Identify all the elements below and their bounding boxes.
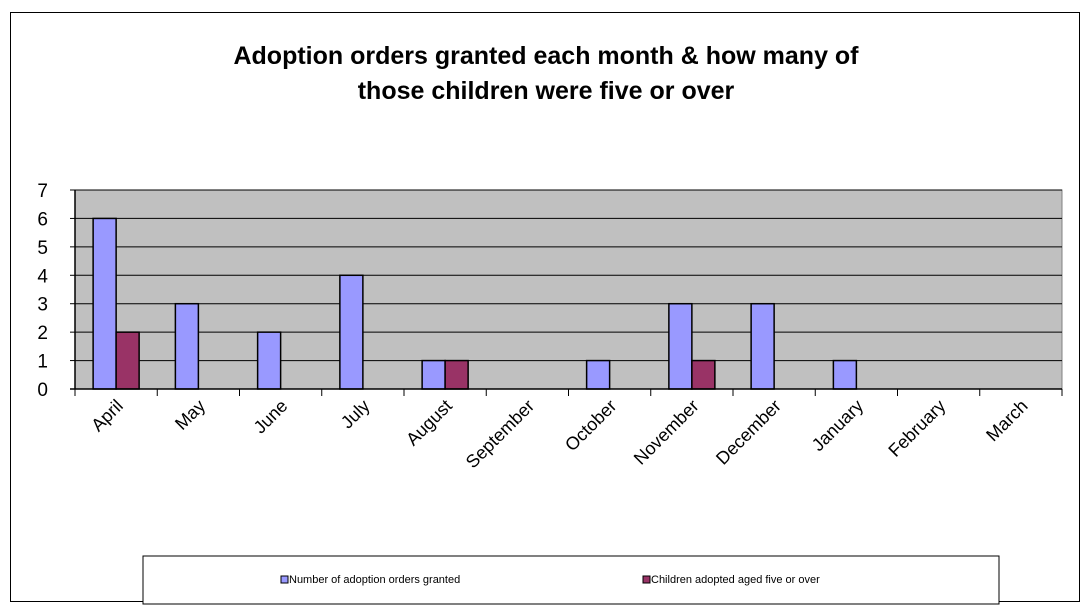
y-tick-label: 4 — [37, 266, 48, 287]
y-tick-label: 3 — [37, 295, 48, 316]
y-tick-label: 5 — [37, 238, 48, 259]
x-axis-tick-labels: April May June July August September October No… — [87, 396, 1031, 472]
x-tick-label: October — [561, 396, 620, 455]
x-tick-label: June — [250, 396, 292, 438]
bar-five-or-over-november — [691, 359, 716, 390]
y-tick-label: 7 — [37, 181, 48, 202]
chart-title-line-2: those children were five or over — [358, 77, 735, 105]
legend: Number of adoption orders granted Childre… — [142, 555, 1000, 605]
bar-orders-december — [750, 302, 775, 390]
x-tick-label: March — [982, 396, 1032, 446]
legend-swatch-five-or-over — [642, 575, 651, 584]
y-tick-label: 2 — [37, 323, 48, 344]
y-tick-label: 0 — [37, 380, 48, 401]
legend-label-five-or-over: Children adopted aged five or over — [651, 574, 820, 586]
bar-orders-june — [256, 331, 282, 390]
bar-orders-january — [832, 359, 858, 390]
x-tick-label: September — [462, 396, 538, 472]
bar-five-or-over-august — [444, 359, 469, 390]
gridlines — [75, 189, 1062, 362]
legend-label-orders: Number of adoption orders granted — [289, 574, 460, 586]
bar-orders-may — [174, 302, 200, 390]
bar-orders-april — [92, 217, 117, 390]
chart-title-line-1: Adoption orders granted each month & how… — [233, 42, 859, 70]
x-tick-label: November — [630, 396, 703, 469]
x-tick-label: January — [808, 396, 867, 455]
bars — [92, 217, 858, 390]
y-axis-tick-labels: 0 1 2 3 4 5 6 7 — [37, 181, 75, 401]
legend-swatch-orders — [280, 575, 289, 584]
plot-area — [74, 189, 1063, 390]
x-tick-label: February — [884, 396, 949, 461]
y-tick-label: 6 — [37, 209, 48, 230]
bar-orders-july — [339, 274, 364, 390]
bar-five-or-over-april — [115, 331, 140, 390]
x-tick-label: July — [337, 396, 374, 433]
bar-orders-october — [585, 359, 611, 390]
x-tick-label: August — [402, 396, 456, 450]
y-tick-label: 1 — [37, 352, 48, 373]
axes — [70, 190, 1063, 396]
chart-title: Adoption orders granted each month & how… — [233, 42, 859, 105]
legend-box — [142, 555, 1000, 605]
x-tick-label: December — [712, 396, 785, 469]
bar-orders-august — [421, 359, 446, 390]
x-tick-label: April — [87, 396, 127, 436]
x-tick-label: May — [171, 396, 209, 434]
bar-orders-november — [668, 302, 693, 390]
